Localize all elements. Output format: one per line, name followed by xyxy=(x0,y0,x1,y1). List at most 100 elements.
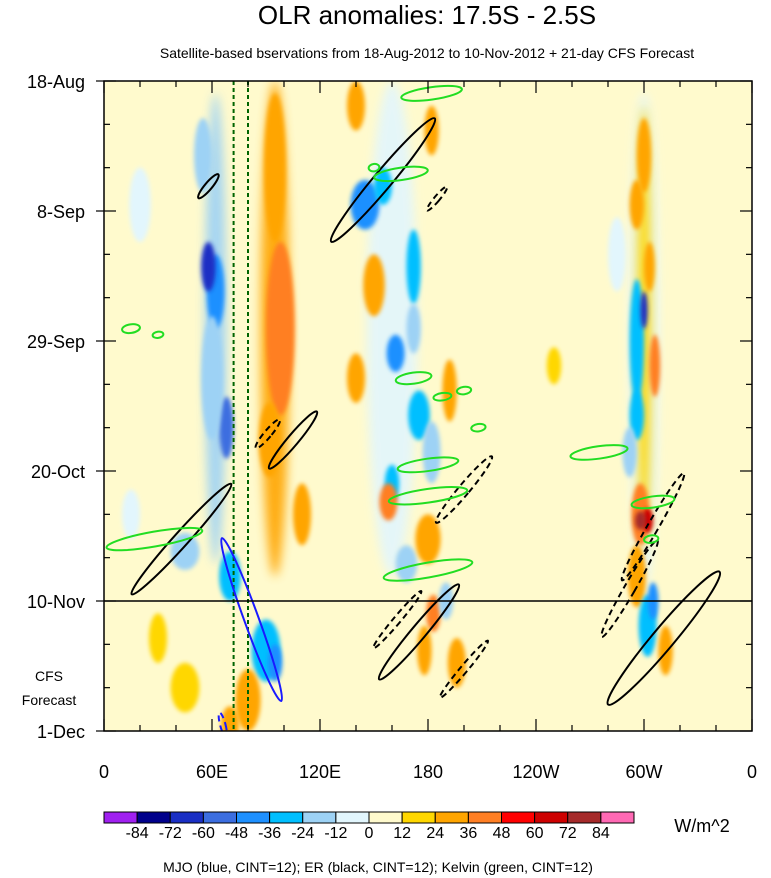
x-tick-label: 60W xyxy=(625,762,662,782)
anomaly-cell xyxy=(649,334,661,397)
colorbar-swatch xyxy=(600,811,635,824)
er-contour xyxy=(267,410,319,470)
x-tick-label: 60E xyxy=(196,762,228,782)
wave-contours xyxy=(105,84,722,731)
anomaly-cell xyxy=(386,334,405,372)
anomaly-cell xyxy=(170,532,200,571)
colorbar-swatch xyxy=(269,811,304,824)
anomaly-cell xyxy=(293,483,311,546)
colorbar-tick-label: 12 xyxy=(393,825,411,842)
anomaly-cell xyxy=(642,508,653,533)
colorbar-swatch xyxy=(236,811,271,824)
x-tick-label: 120E xyxy=(299,762,341,782)
kelvin-contour xyxy=(382,558,474,582)
er-contour xyxy=(377,583,461,681)
anomaly-cell xyxy=(122,489,140,540)
kelvin-contour xyxy=(400,84,463,102)
x-tick-label: 0 xyxy=(747,762,757,782)
colorbar-swatch xyxy=(103,811,138,824)
colorbar-swatch xyxy=(136,811,171,824)
y-tick-label: 10-Nov xyxy=(27,592,85,612)
colorbar-tick-label: 48 xyxy=(493,825,511,842)
colorbar-swatch xyxy=(467,811,502,824)
colorbar-swatch xyxy=(368,811,403,824)
x-tick-label: 0 xyxy=(99,762,109,782)
kelvin-contour xyxy=(396,456,460,474)
mjo-contour xyxy=(217,711,228,731)
anomaly-cell xyxy=(149,613,167,663)
kelvin-contour xyxy=(121,323,141,335)
anomaly-cell xyxy=(644,241,655,292)
anomaly-cell xyxy=(170,662,200,713)
colorbar-swatch xyxy=(501,811,536,824)
anomaly-cell xyxy=(201,241,216,292)
reference-lines xyxy=(232,81,249,731)
colorbar-swatch xyxy=(169,811,204,824)
chart-title: OLR anomalies: 17.5S - 2.5S xyxy=(258,0,596,30)
er-contour xyxy=(197,173,220,200)
colorbar-tick-label: 36 xyxy=(459,825,477,842)
anomaly-cell xyxy=(347,353,365,403)
anomaly-cell xyxy=(374,167,392,205)
kelvin-contour xyxy=(151,330,165,339)
colorbar-tick-label: -12 xyxy=(324,825,347,842)
er-contour xyxy=(254,418,282,450)
y-tick-label: 18-Aug xyxy=(27,72,85,92)
x-axis: 0 60E 120E 180 120W 60W 0 xyxy=(99,81,757,782)
anomaly-cell xyxy=(629,180,644,230)
anomaly-cell xyxy=(417,625,432,676)
y-tick-label: 29-Sep xyxy=(27,332,85,352)
anomaly-cell xyxy=(629,390,644,441)
anomaly-cell xyxy=(201,316,223,441)
anomaly-cell xyxy=(640,291,648,329)
anomaly-cell xyxy=(442,359,457,422)
chart-subtitle: Satellite-based bservations from 18-Aug-… xyxy=(160,45,694,61)
anomaly-cell xyxy=(264,93,286,242)
colorbar-swatch xyxy=(335,811,370,824)
colorbar-tick-label: 60 xyxy=(526,825,544,842)
colorbar-tick-label: 84 xyxy=(592,825,610,842)
anomaly-cell xyxy=(395,545,418,583)
colorbar-tick-label: -36 xyxy=(258,825,281,842)
kelvin-contour xyxy=(630,494,676,510)
kelvin-contour xyxy=(387,486,469,506)
anomaly-cell xyxy=(422,421,441,484)
anomaly-cell xyxy=(658,625,673,676)
anomaly-cell xyxy=(636,118,652,193)
anomaly-cell xyxy=(408,390,430,441)
kelvin-contour xyxy=(367,162,381,173)
anomaly-cell xyxy=(219,396,234,459)
kelvin-contour xyxy=(373,165,429,183)
colorbar-tick-label: 0 xyxy=(365,825,374,842)
y-tick-label: 20-Oct xyxy=(31,462,85,482)
anomaly-cell xyxy=(350,180,380,230)
colorbar-swatch xyxy=(534,811,569,824)
x-tick-label: 180 xyxy=(413,762,443,782)
er-contour xyxy=(438,639,490,699)
colorbar-swatch xyxy=(434,811,469,824)
kelvin-contour xyxy=(569,444,629,461)
colorbar-tick-label: -72 xyxy=(159,825,182,842)
colorbar-tick-label: -24 xyxy=(291,825,314,842)
forecast-label-line1: CFS xyxy=(35,668,63,684)
kelvin-contour xyxy=(470,422,487,433)
anomaly-cell xyxy=(406,229,421,304)
colorbar-tick-label: -84 xyxy=(126,825,149,842)
colorbar-tick-label: -60 xyxy=(192,825,215,842)
anomaly-cell xyxy=(415,514,441,564)
anomaly-cell xyxy=(546,347,562,385)
colorbar-tick-label: -48 xyxy=(225,825,248,842)
colorbar-swatch xyxy=(202,811,237,824)
anomaly-cell xyxy=(194,118,212,193)
anomaly-cell xyxy=(221,706,239,731)
kelvin-contour xyxy=(643,534,660,544)
kelvin-contour xyxy=(105,526,204,552)
anomaly-cell xyxy=(406,303,421,354)
kelvin-contour xyxy=(455,385,473,396)
anomaly-field xyxy=(122,81,673,731)
anomaly-cell xyxy=(635,511,646,530)
er-contour xyxy=(606,570,722,706)
colorbar-units: W/m^2 xyxy=(674,816,729,836)
colorbar: -84 -72 -60 -48 -36 -24 -12 0 12 24 36 48 60 72 84 xyxy=(103,811,635,842)
